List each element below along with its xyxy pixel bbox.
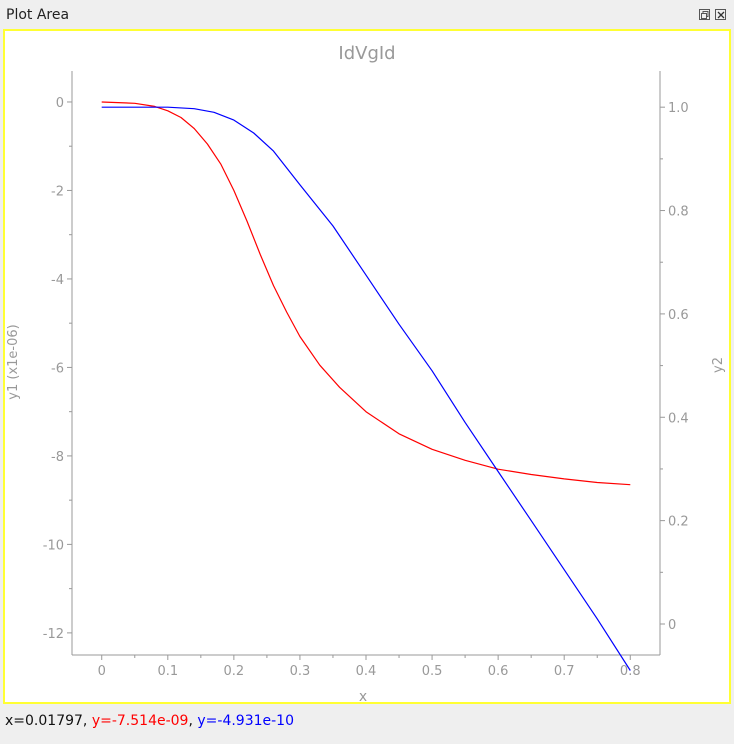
y1-tick-label: -10 <box>43 538 64 553</box>
cursor-x-value: x=0.01797 <box>5 713 83 729</box>
cursor-y1-value: y=-7.514e-09 <box>91 713 189 729</box>
y2-axis-label: y2 <box>711 357 726 373</box>
x-tick-label: 0.3 <box>290 664 311 679</box>
x-tick-label: 0.5 <box>422 664 443 679</box>
x-tick-label: 0.8 <box>620 664 641 679</box>
status-bar: x=0.01797, y=-7.514e-09, y=-4.931e-10 <box>0 706 734 744</box>
x-tick-label: 0.2 <box>224 664 245 679</box>
x-tick-label: 0.6 <box>488 664 509 679</box>
y1-tick-label: -12 <box>43 627 64 642</box>
dock-titlebar: Plot Area <box>0 0 734 30</box>
y2-tick-label: 0 <box>668 618 676 633</box>
readout-separator: , <box>82 713 92 729</box>
series-line-y1 <box>101 101 631 486</box>
chart-title: IdVgId <box>338 43 395 64</box>
y2-tick-label: 0.2 <box>668 515 689 530</box>
y2-tick-label: 0.8 <box>668 205 689 220</box>
y1-tick-label: -8 <box>51 450 64 465</box>
y2-tick-label: 0.6 <box>668 308 689 323</box>
y2-tick-label: 1.0 <box>668 101 689 116</box>
x-tick-label: 0.4 <box>356 664 377 679</box>
x-tick-label: 0.1 <box>157 664 178 679</box>
plot-area[interactable]: 0 0.1 0.2 0.3 0.4 0.5 0.6 0.7 0.8 0 -2 -4 -6 -8 -10 -12… <box>3 29 731 704</box>
y1-tick-label: -6 <box>51 361 64 376</box>
x-tick-label: 0 <box>98 664 106 679</box>
y2-tick-label: 0.4 <box>668 411 689 426</box>
dock-title: Plot Area <box>6 7 70 23</box>
x-axis-label: x <box>359 689 367 702</box>
cursor-readout: x=0.01797, y=-7.514e-09, y=-4.931e-10 <box>5 713 294 729</box>
series-line-y2 <box>101 106 631 671</box>
y1-tick-label: -2 <box>51 184 64 199</box>
float-icon[interactable] <box>699 9 710 20</box>
readout-separator: , <box>188 713 198 729</box>
y1-axis-label: y1 (x1e-06) <box>6 324 21 399</box>
chart[interactable]: 0 0.1 0.2 0.3 0.4 0.5 0.6 0.7 0.8 0 -2 -4 -6 -8 -10 -12… <box>5 31 729 702</box>
y1-tick-label: 0 <box>56 96 64 111</box>
x-tick-label: 0.7 <box>554 664 575 679</box>
cursor-y2-value: y=-4.931e-10 <box>197 713 295 729</box>
y1-tick-label: -4 <box>51 273 64 288</box>
close-icon[interactable] <box>715 9 726 20</box>
